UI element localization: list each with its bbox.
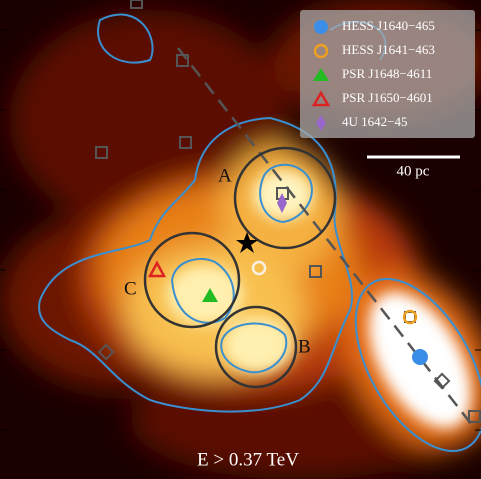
region-label: C	[124, 278, 137, 299]
scale-label: 40 pc	[397, 163, 430, 179]
legend-label: PSR J1648−4611	[342, 66, 432, 81]
region-label: A	[218, 165, 232, 186]
sky-map: A C B 40 pc E > 0.37 TeV HESS J1640−465 H…	[0, 0, 481, 479]
legend-label: PSR J1650−4601	[342, 90, 433, 105]
energy-label: E > 0.37 TeV	[197, 449, 299, 470]
region-label: B	[298, 336, 311, 357]
legend-label: HESS J1641−463	[342, 42, 435, 57]
legend-marker	[314, 20, 328, 34]
legend-label: 4U 1642−45	[342, 114, 407, 129]
hess-j1640-marker	[412, 349, 428, 365]
legend-label: HESS J1640−465	[342, 18, 435, 33]
